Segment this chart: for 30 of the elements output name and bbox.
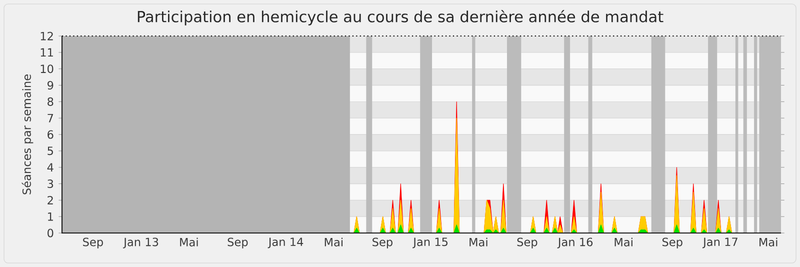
y-tick-label: 3 [48, 179, 54, 188]
x-tick-label: Jan 14 [268, 238, 304, 248]
chart-title: Participation en hemicycle au cours de sa dernière année de mandat [138, 10, 664, 26]
y-tick-label: 10 [40, 64, 54, 74]
x-tick-label: Sep [372, 238, 392, 248]
y-tick-label: 11 [40, 48, 53, 57]
y-tick-label: 8 [48, 97, 54, 106]
x-tick-label: Mai [180, 238, 198, 246]
x-tick-label: Sep [83, 238, 103, 248]
y-tick-label: 0 [48, 228, 54, 238]
x-tick-label: Sep [517, 238, 538, 248]
y-tick-label: 9 [48, 80, 54, 90]
y-tick-label: 12 [40, 32, 53, 40]
x-tick-label: Mai [324, 238, 343, 246]
x-tick-label: Jan 15 [412, 238, 448, 248]
y-axis-title: Séances par semaine [22, 74, 34, 194]
x-tick-label: Mai [614, 238, 632, 246]
y-tick-label: 2 [48, 196, 53, 204]
y-tick-label: 4 [47, 163, 54, 172]
y-tick-label: 6 [48, 130, 54, 139]
x-tick-label: Jan 16 [557, 238, 593, 248]
x-tick-label: Sep [228, 238, 248, 248]
y-tick-label: 5 [48, 146, 53, 156]
x-tick-label: Mai [760, 238, 778, 246]
x-tick-label: Sep [662, 238, 682, 248]
x-tick-label: Jan 17 [702, 238, 738, 248]
y-tick-label: 7 [48, 114, 54, 122]
y-tick-label: 1 [48, 212, 53, 221]
x-tick-label: Jan 13 [123, 238, 158, 248]
x-tick-label: Mai [470, 238, 488, 246]
